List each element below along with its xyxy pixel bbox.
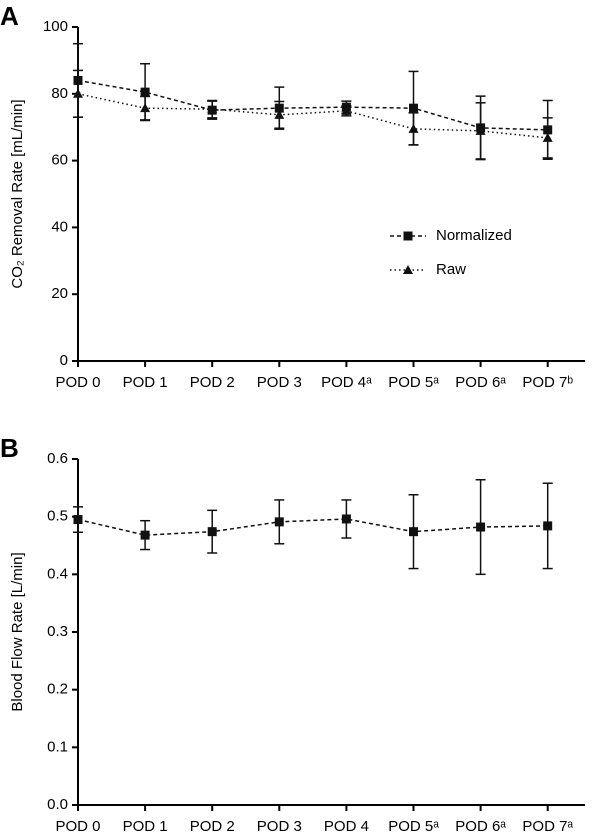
marker [73, 515, 83, 525]
x-tick-label: POD 6ᵃ [455, 374, 506, 391]
marker [140, 87, 150, 97]
y-tick-label: 100 [43, 18, 68, 35]
x-tick-label: POD 1 [123, 818, 168, 835]
y-tick-label: 0.5 [47, 508, 68, 525]
x-tick-label: POD 0 [55, 818, 100, 835]
x-tick-label: POD 2 [190, 818, 235, 835]
x-tick-label: POD 2 [190, 374, 235, 391]
panel-label: B [0, 433, 19, 463]
x-tick-label: POD 5ᵃ [388, 374, 439, 391]
marker [341, 105, 352, 115]
y-tick-label: 0.0 [47, 796, 68, 813]
x-tick-label: POD 4ᵃ [321, 374, 372, 391]
y-tick-label: 20 [51, 285, 68, 302]
y-tick-label: 0.3 [47, 623, 68, 640]
y-tick-label: 0.4 [47, 565, 68, 582]
y-tick-label: 80 [51, 85, 68, 102]
marker [475, 125, 486, 135]
legend-label: Raw [436, 261, 466, 278]
y-tick-label: 0.2 [47, 681, 68, 698]
marker [140, 103, 151, 113]
marker [409, 103, 418, 113]
y-tick-label: 0 [60, 352, 68, 369]
y-tick-label: 0.6 [47, 450, 68, 467]
marker [403, 265, 413, 274]
x-tick-label: POD 1 [123, 374, 168, 391]
x-tick-label: POD 6ᵃ [455, 818, 506, 835]
marker [543, 521, 553, 531]
x-tick-label: POD 0 [55, 374, 100, 391]
marker [341, 514, 351, 524]
panel-label: A [0, 1, 19, 31]
x-tick-label: POD 3 [257, 374, 302, 391]
marker [274, 517, 284, 527]
x-tick-label: POD 3 [257, 818, 302, 835]
x-tick-label: POD 7ᵇ [522, 374, 573, 391]
marker [409, 527, 418, 537]
marker [73, 88, 83, 98]
marker [542, 132, 553, 142]
y-tick-label: 60 [51, 152, 68, 169]
marker [207, 104, 218, 114]
marker [476, 522, 486, 532]
marker [140, 530, 150, 540]
x-tick-label: POD 5ᵃ [388, 818, 439, 835]
legend-label: Normalized [436, 227, 512, 244]
y-axis-label: CO₂ Removal Rate [mL/min] [9, 99, 26, 288]
y-tick-label: 0.1 [47, 738, 68, 755]
marker [207, 527, 217, 537]
marker [408, 123, 419, 133]
series-line [77, 518, 548, 536]
x-tick-label: POD 7ᵃ [522, 818, 573, 835]
series-line [77, 79, 548, 131]
marker [403, 231, 413, 241]
marker [274, 109, 285, 119]
y-tick-label: 40 [51, 218, 68, 235]
y-axis-label: Blood Flow Rate [L/min] [9, 552, 26, 711]
x-tick-label: POD 4 [324, 818, 369, 835]
